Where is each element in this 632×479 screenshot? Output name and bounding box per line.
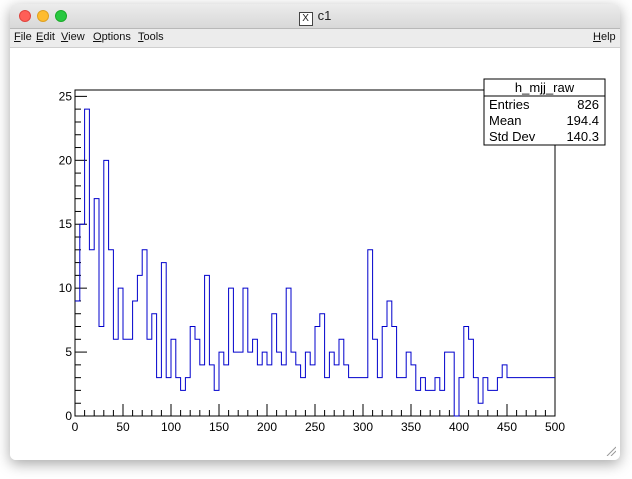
x-tick-label: 250: [305, 420, 325, 434]
close-button[interactable]: [19, 10, 31, 22]
y-axis-labels: 0 5 10 15 20 25: [59, 89, 73, 423]
x-tick-label: 50: [116, 420, 130, 434]
histogram-chart: 0 50 100 150 200 250 300 350 400 450 500 0 5 10 15 20 2…: [59, 78, 606, 434]
menu-edit[interactable]: Edit: [36, 31, 55, 43]
histogram-line: [75, 108, 555, 417]
menu-tools[interactable]: Tools: [138, 31, 164, 43]
y-tick-label: 0: [65, 409, 72, 423]
stats-box: h_mjj_raw Entries 826 Mean 194.4 Std Dev 140.3: [483, 78, 606, 146]
menu-file[interactable]: File: [14, 31, 32, 43]
x-tick-label: 500: [545, 420, 565, 434]
x11-icon: X: [298, 12, 313, 26]
plot-canvas[interactable]: 0 50 100 150 200 250 300 350 400 450 500 0 5 10 15 20 2…: [10, 48, 620, 460]
stats-row-label: Std Dev: [489, 129, 536, 144]
stats-row-label: Mean: [489, 113, 522, 128]
x-tick-label: 450: [497, 420, 517, 434]
x-tick-label: 400: [449, 420, 469, 434]
menu-view[interactable]: View: [61, 31, 85, 43]
x-axis-labels: 0 50 100 150 200 250 300 350 400 450 500: [72, 420, 566, 434]
menu-options[interactable]: Options: [93, 31, 131, 43]
menu-help[interactable]: Help: [593, 31, 616, 43]
stats-row-value: 194.4: [566, 113, 599, 128]
x-tick-label: 300: [353, 420, 373, 434]
window-title-text: c1: [317, 8, 332, 23]
y-tick-label: 20: [59, 153, 73, 167]
x-tick-label: 0: [72, 420, 79, 434]
stats-box-title: h_mjj_raw: [515, 80, 575, 95]
resize-grip-icon[interactable]: [606, 446, 616, 456]
stats-box-frame: [483, 78, 606, 146]
y-tick-label: 25: [59, 89, 73, 103]
y-tick-label: 15: [59, 217, 73, 231]
stats-row-label: Entries: [489, 97, 530, 112]
x-tick-label: 100: [161, 420, 181, 434]
y-tick-label: 5: [65, 345, 72, 359]
minimize-button[interactable]: [37, 10, 49, 22]
stats-row-value: 140.3: [566, 129, 599, 144]
y-tick-label: 10: [59, 281, 73, 295]
x-tick-label: 150: [209, 420, 229, 434]
x-tick-label: 200: [257, 420, 277, 434]
menu-bar: File Edit View Options Tools Help: [10, 29, 620, 48]
stats-row-value: 826: [577, 97, 599, 112]
x-tick-label: 350: [401, 420, 421, 434]
zoom-button[interactable]: [55, 10, 67, 22]
